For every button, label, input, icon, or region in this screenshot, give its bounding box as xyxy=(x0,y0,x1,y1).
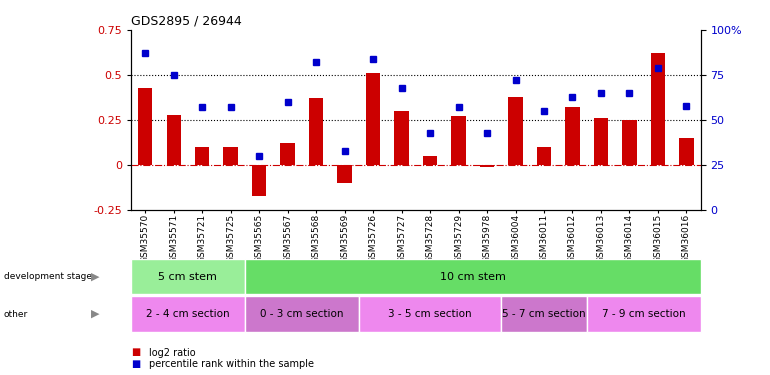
Bar xyxy=(309,98,323,165)
Bar xyxy=(166,115,181,165)
Text: 5 cm stem: 5 cm stem xyxy=(159,272,217,282)
Text: 2 - 4 cm section: 2 - 4 cm section xyxy=(146,309,229,319)
Bar xyxy=(366,73,380,165)
Bar xyxy=(195,147,209,165)
Text: other: other xyxy=(4,310,28,319)
Text: ■: ■ xyxy=(131,359,140,369)
Text: log2 ratio: log2 ratio xyxy=(149,348,196,357)
Bar xyxy=(508,97,523,165)
Text: 5 - 7 cm section: 5 - 7 cm section xyxy=(502,309,586,319)
Text: 7 - 9 cm section: 7 - 9 cm section xyxy=(602,309,685,319)
Text: GDS2895 / 26944: GDS2895 / 26944 xyxy=(131,15,242,27)
Text: percentile rank within the sample: percentile rank within the sample xyxy=(149,359,313,369)
Bar xyxy=(679,138,694,165)
Text: 3 - 5 cm section: 3 - 5 cm section xyxy=(388,309,472,319)
Bar xyxy=(252,165,266,196)
Bar xyxy=(451,116,466,165)
Bar xyxy=(594,118,608,165)
Text: ▶: ▶ xyxy=(91,272,99,282)
Bar xyxy=(280,143,295,165)
Bar xyxy=(480,165,494,167)
Bar xyxy=(223,147,238,165)
Text: 10 cm stem: 10 cm stem xyxy=(440,272,506,282)
Text: development stage: development stage xyxy=(4,272,92,281)
Bar xyxy=(537,147,551,165)
Bar xyxy=(138,88,152,165)
Text: 0 - 3 cm section: 0 - 3 cm section xyxy=(260,309,343,319)
Text: ■: ■ xyxy=(131,348,140,357)
Bar xyxy=(565,107,580,165)
Bar xyxy=(622,120,637,165)
Bar xyxy=(394,111,409,165)
Bar xyxy=(651,53,665,165)
Bar xyxy=(337,165,352,183)
Bar xyxy=(423,156,437,165)
Text: ▶: ▶ xyxy=(91,309,99,319)
